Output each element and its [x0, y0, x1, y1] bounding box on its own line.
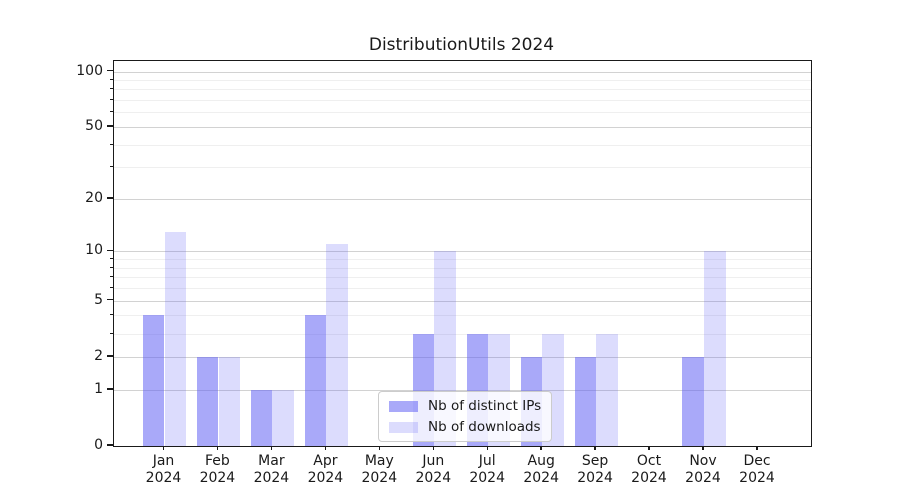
chart-title: DistributionUtils 2024: [368, 35, 555, 55]
x-tick-label-may: May 2024: [361, 453, 398, 486]
bar-ips-sep: [574, 356, 597, 446]
y-minor-tick-8: [109, 266, 113, 268]
y-tick-20: [107, 197, 113, 199]
legend-label-downloads: Nb of downloads: [428, 419, 541, 435]
x-tick-may: [378, 446, 381, 450]
plot-area: [113, 60, 812, 447]
bar-ips-apr: [304, 315, 327, 446]
legend-item-distinct-ips: Nb of distinct IPs: [389, 398, 541, 414]
gridline-minor-6: [114, 288, 811, 290]
bar-downloads-mar: [272, 389, 294, 446]
y-tick-1: [107, 388, 113, 390]
y-minor-tick-6: [109, 287, 113, 289]
y-tick-5: [107, 298, 113, 301]
x-tick-aug: [540, 446, 542, 450]
y-minor-tick-80: [109, 88, 113, 90]
gridline-major-5: [114, 300, 811, 302]
gridline-major-2: [114, 356, 811, 358]
gridline-minor-40: [114, 144, 811, 146]
bar-ips-feb: [196, 356, 219, 446]
bars-layer: [114, 61, 811, 446]
x-tick-label-jan: Jan 2024: [145, 453, 182, 486]
x-tick-label-jun: Jun 2024: [415, 453, 452, 486]
y-minor-tick-4: [109, 314, 113, 316]
y-minor-tick-40: [109, 143, 113, 145]
legend-swatch-distinct-ips: [389, 400, 418, 412]
x-tick-label-nov: Nov 2024: [685, 453, 721, 486]
y-tick-label-5: 5: [94, 291, 103, 308]
bar-downloads-feb: [218, 356, 241, 446]
x-tick-label-jul: Jul 2024: [469, 453, 505, 486]
x-tick-jul: [486, 446, 488, 450]
x-tick-dec: [756, 446, 758, 450]
y-tick-50: [107, 125, 113, 127]
gridline-minor-8: [114, 267, 811, 269]
x-tick-jan: [162, 446, 165, 450]
bar-downloads-nov: [704, 251, 726, 446]
y-tick-label-0: 0: [94, 437, 103, 453]
legend-item-downloads: Nb of downloads: [389, 419, 541, 435]
bar-downloads-jan: [164, 231, 187, 446]
x-tick-sep: [594, 446, 596, 450]
x-tick-mar: [270, 446, 273, 450]
y-tick-label-20: 20: [85, 190, 103, 206]
y-minor-tick-7: [109, 276, 113, 278]
y-tick-10: [107, 249, 113, 252]
gridline-major-50: [114, 127, 811, 128]
legend: Nb of distinct IPs Nb of downloads: [378, 391, 553, 442]
gridline-minor-80: [114, 89, 811, 91]
bar-ips-nov: [682, 356, 704, 446]
x-tick-oct: [648, 446, 650, 450]
bar-ips-jan: [142, 315, 165, 446]
x-tick-label-sep: Sep 2024: [577, 453, 613, 486]
y-minor-tick-70: [109, 99, 113, 101]
gridline-minor-7: [114, 277, 811, 279]
gridline-minor-60: [114, 112, 811, 114]
gridline-minor-70: [114, 100, 811, 102]
gridline-minor-30: [114, 167, 811, 169]
y-tick-label-50: 50: [85, 118, 103, 134]
bar-ips-mar: [250, 389, 273, 446]
y-tick-label-10: 10: [85, 242, 103, 259]
x-tick-feb: [216, 446, 219, 450]
y-minor-tick-60: [109, 111, 113, 113]
gridline-major-10: [114, 251, 811, 253]
x-tick-jun: [432, 446, 434, 450]
y-tick-100: [107, 69, 113, 72]
bar-downloads-apr: [326, 244, 348, 446]
gridline-major-1: [114, 389, 811, 391]
x-tick-label-oct: Oct 2024: [631, 453, 667, 486]
x-tick-label-aug: Aug 2024: [523, 453, 559, 486]
x-tick-label-feb: Feb 2024: [199, 453, 236, 486]
legend-swatch-downloads: [389, 421, 418, 433]
gridline-minor-90: [114, 80, 811, 81]
y-tick-label-2: 2: [94, 347, 103, 364]
gridline-minor-9: [114, 259, 811, 261]
y-minor-tick-9: [109, 258, 113, 260]
gridline-major-20: [114, 199, 811, 200]
x-tick-apr: [324, 446, 327, 450]
gridline-minor-3: [114, 333, 811, 335]
x-tick-label-apr: Apr 2024: [307, 453, 344, 486]
y-minor-tick-90: [109, 79, 113, 80]
x-tick-nov: [702, 446, 704, 450]
y-tick-label-100: 100: [76, 62, 103, 79]
y-tick-label-1: 1: [94, 380, 103, 397]
gridline-minor-4: [114, 315, 811, 317]
legend-label-distinct-ips: Nb of distinct IPs: [428, 398, 542, 414]
gridlines-layer: [114, 61, 811, 446]
y-minor-tick-30: [109, 166, 113, 168]
x-tick-label-dec: Dec 2024: [739, 453, 775, 486]
y-tick-0: [107, 444, 113, 446]
gridline-major-100: [114, 71, 811, 73]
x-tick-label-mar: Mar 2024: [253, 453, 290, 486]
y-tick-2: [107, 355, 113, 357]
y-minor-tick-3: [109, 332, 113, 334]
bar-downloads-sep: [596, 333, 618, 446]
